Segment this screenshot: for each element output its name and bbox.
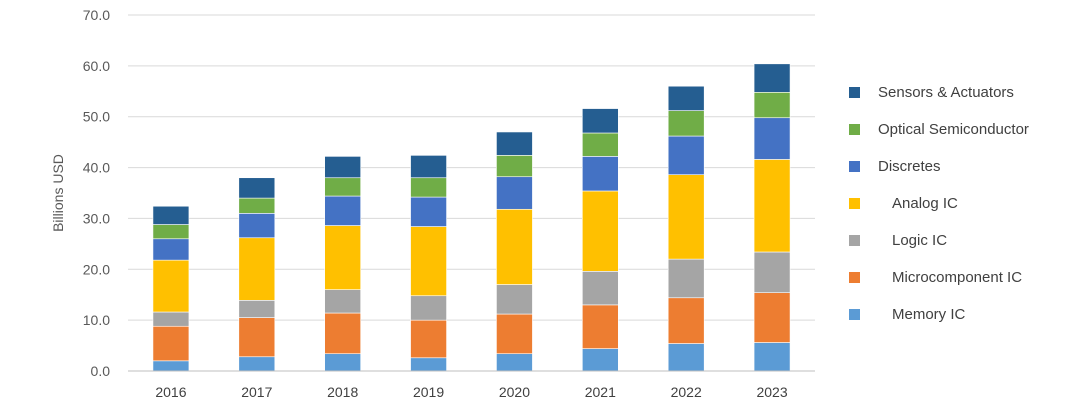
- legend-swatch: [849, 272, 860, 283]
- y-tick-label: 0.0: [91, 363, 111, 379]
- bar-segment: [496, 131, 533, 156]
- bar-segment: [667, 258, 705, 299]
- x-tick-label: 2016: [155, 384, 186, 400]
- legend-swatch: [849, 161, 860, 172]
- bar-segment: [753, 159, 791, 253]
- legend-swatch: [849, 87, 860, 98]
- bar-segment: [238, 177, 276, 199]
- bar-segment: [496, 155, 533, 178]
- bar-segment: [582, 271, 619, 306]
- bar-segment: [410, 177, 447, 198]
- x-tick-label: 2017: [241, 384, 272, 400]
- bar-segment: [410, 155, 447, 179]
- bar-segment: [496, 176, 533, 210]
- legend-label: Memory IC: [892, 306, 966, 323]
- y-tick-label: 70.0: [83, 7, 110, 23]
- y-axis-label: Billions USD: [50, 154, 66, 232]
- bar-segment: [152, 205, 190, 225]
- bar-segment: [324, 312, 361, 355]
- bar-segment: [324, 289, 361, 314]
- bar-segment: [667, 110, 705, 137]
- bar-segment: [238, 300, 276, 318]
- bar-segment: [152, 259, 190, 313]
- bar-segment: [496, 353, 533, 372]
- bar-segment: [582, 132, 619, 157]
- x-tick-label: 2021: [585, 384, 616, 400]
- bar-segment: [753, 342, 791, 372]
- bar-segment: [152, 360, 190, 372]
- bar-segment: [496, 313, 533, 355]
- bar-segment: [324, 225, 361, 290]
- legend-swatch: [849, 198, 860, 209]
- bar-segment: [238, 213, 276, 239]
- bar-segment: [496, 208, 533, 285]
- y-tick-label: 40.0: [83, 160, 110, 176]
- legend-swatch: [849, 235, 860, 246]
- x-tick-label: 2020: [499, 384, 530, 400]
- bar-segment: [753, 292, 791, 343]
- bar-segment: [324, 195, 361, 226]
- bar-segment: [667, 135, 705, 175]
- bar-segment: [582, 190, 619, 272]
- bar-segment: [152, 325, 190, 362]
- bar-segment: [667, 174, 705, 260]
- bar-segment: [582, 304, 619, 349]
- y-tick-label: 10.0: [83, 312, 110, 328]
- bar-segment: [152, 311, 190, 327]
- bar-segment: [753, 92, 791, 119]
- bar-segment: [496, 284, 533, 315]
- x-tick-label: 2022: [671, 384, 702, 400]
- bar-segment: [410, 196, 447, 227]
- x-tick-label: 2018: [327, 384, 358, 400]
- legend: Sensors & Actuators Optical Semiconductor…: [849, 84, 1029, 323]
- legend-label: Logic IC: [892, 232, 947, 249]
- legend-label: Sensors & Actuators: [878, 84, 1014, 101]
- bar-segment: [324, 177, 361, 197]
- legend-swatch: [849, 124, 860, 135]
- y-tick-label: 60.0: [83, 58, 110, 74]
- bar-segment: [324, 353, 361, 372]
- bar-segment: [582, 348, 619, 372]
- bar-segment: [667, 85, 705, 111]
- bar-segment: [753, 251, 791, 293]
- legend-label: Optical Semiconductor: [878, 121, 1029, 138]
- bar-segment: [582, 108, 619, 134]
- axes: 0.0 10.0 20.0 30.0 40.0 50.0 60.0 70.0 2016 2017 2…: [83, 7, 815, 400]
- bar-segment: [238, 317, 276, 358]
- bar-segment: [582, 156, 619, 192]
- bar-segment: [753, 63, 791, 93]
- bar-segment: [152, 224, 190, 240]
- bar-segment: [152, 238, 190, 261]
- bar-segment: [667, 297, 705, 344]
- bar-segment: [410, 319, 447, 359]
- legend-label: Discretes: [878, 158, 941, 175]
- bar-segment: [667, 343, 705, 372]
- bar-segment: [410, 357, 447, 372]
- bar-segment: [238, 237, 276, 301]
- x-tick-label: 2023: [756, 384, 787, 400]
- legend-label: Microcomponent IC: [892, 269, 1022, 286]
- bar-segment: [324, 156, 361, 179]
- y-tick-label: 20.0: [83, 261, 110, 277]
- bars: [152, 63, 791, 372]
- x-tick-label: 2019: [413, 384, 444, 400]
- y-tick-label: 50.0: [83, 109, 110, 125]
- legend-label: Analog IC: [892, 195, 958, 212]
- bar-segment: [410, 226, 447, 297]
- bar-segment: [238, 356, 276, 372]
- gridlines: [128, 14, 815, 372]
- bar-segment: [753, 117, 791, 160]
- legend-swatch: [849, 309, 860, 320]
- bar-segment: [410, 295, 447, 321]
- bar-segment: [238, 197, 276, 214]
- y-tick-label: 30.0: [83, 210, 110, 226]
